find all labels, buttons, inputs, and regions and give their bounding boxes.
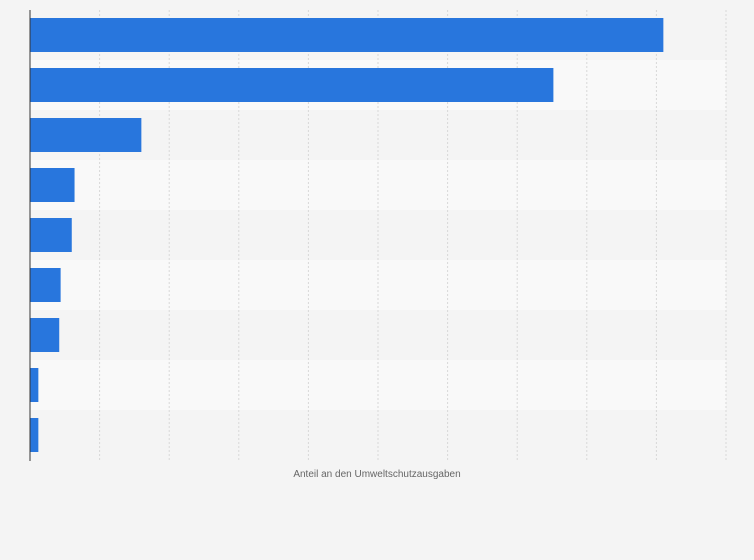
x-axis-label: Anteil an den Umweltschutzausgaben bbox=[293, 469, 461, 480]
row-stripe bbox=[30, 260, 726, 310]
bar bbox=[30, 118, 142, 152]
bar bbox=[30, 68, 554, 102]
bar bbox=[30, 318, 60, 352]
bar bbox=[30, 168, 75, 202]
row-stripe bbox=[30, 160, 726, 210]
bar bbox=[30, 18, 664, 52]
bar bbox=[30, 368, 39, 402]
bar bbox=[30, 218, 72, 252]
bar bbox=[30, 418, 39, 452]
bar bbox=[30, 268, 61, 302]
row-stripe bbox=[30, 360, 726, 410]
